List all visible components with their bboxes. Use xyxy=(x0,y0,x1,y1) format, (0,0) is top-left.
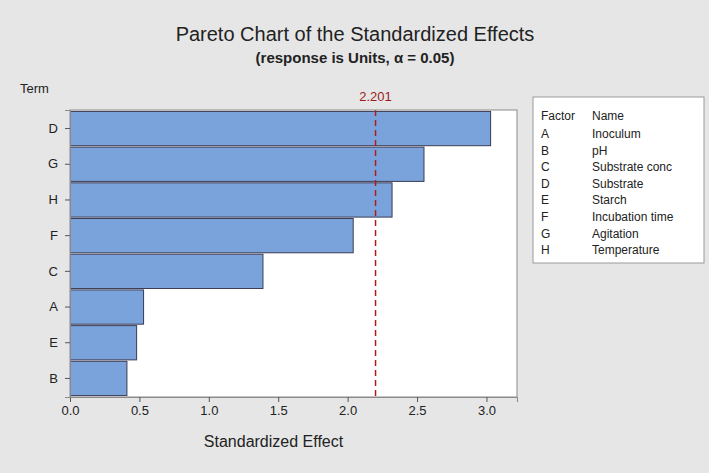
x-tick-label: 2.0 xyxy=(339,403,357,418)
factor-table-cell: B xyxy=(541,144,549,158)
factor-table: Factor Name A Inoculum BpH C Substrate conc D Su… xyxy=(533,97,704,263)
factor-table-cell: F xyxy=(541,210,548,224)
bar xyxy=(70,219,353,253)
reference-label: 2.201 xyxy=(359,89,392,104)
reference-line xyxy=(375,110,377,397)
factor-table-cell: Starch xyxy=(592,193,627,207)
y-tick-mark xyxy=(65,271,70,272)
y-tick: F xyxy=(50,228,70,243)
x-tick-label: 2.5 xyxy=(409,403,427,418)
plot-frame xyxy=(70,110,517,397)
bar xyxy=(70,290,144,324)
bar xyxy=(70,326,137,360)
y-tick-label: G xyxy=(48,156,58,171)
x-tick-mark xyxy=(209,397,210,402)
x-tick-mark xyxy=(139,397,140,402)
y-tick-label: E xyxy=(49,335,58,350)
marks xyxy=(70,110,491,397)
factor-table-cell: H xyxy=(541,243,550,257)
factor-table-cell: A xyxy=(541,127,549,141)
bar xyxy=(70,111,491,145)
x-tick: 3.0 xyxy=(478,397,496,418)
x-tick: 0.5 xyxy=(131,397,149,418)
bar xyxy=(70,361,127,395)
factor-table-box xyxy=(533,97,704,263)
y-tick: E xyxy=(49,335,70,350)
factor-table-cell: Incubation time xyxy=(592,210,674,224)
x-tick-label: 0.0 xyxy=(61,403,79,418)
factor-table-cell: Agitation xyxy=(592,227,639,241)
x-tick-mark xyxy=(486,397,487,402)
x-tick: 2.5 xyxy=(409,397,427,418)
y-tick-mark xyxy=(65,164,70,165)
factor-table-header: Name xyxy=(592,109,624,123)
factor-table-cell: D xyxy=(541,177,550,191)
y-tick-mark xyxy=(65,307,70,308)
factor-table-cell: E xyxy=(541,193,549,207)
y-tick: C xyxy=(49,264,70,279)
y-tick-label: C xyxy=(49,264,58,279)
factor-table-cell: Substrate xyxy=(592,177,644,191)
y-tick-mark xyxy=(65,342,70,343)
factor-table-cell: Substrate conc xyxy=(592,160,672,174)
background xyxy=(0,0,709,473)
factor-table-header: Factor xyxy=(541,109,575,123)
x-tick: 1.0 xyxy=(200,397,218,418)
x-tick-mark xyxy=(348,397,349,402)
x-tick-label: 1.5 xyxy=(270,403,288,418)
y-axis: D G H F C A E B xyxy=(48,111,71,398)
x-tick-label: 0.5 xyxy=(131,403,149,418)
factor-table-cell: Temperature xyxy=(592,243,660,257)
x-tick-mark xyxy=(417,397,418,402)
factor-table-cell: Inoculum xyxy=(592,127,641,141)
y-tick-mark xyxy=(65,235,70,236)
y-tick-label: B xyxy=(49,371,58,386)
x-axis-line xyxy=(71,398,518,403)
y-tick: G xyxy=(48,156,70,171)
factor-table-cell: C xyxy=(541,160,550,174)
y-tick: A xyxy=(49,299,70,314)
factor-table-cell: pH xyxy=(592,144,607,158)
x-axis: 0.0 0.5 1.0 1.5 2.0 2.5 3.0 xyxy=(61,397,517,418)
bar xyxy=(70,254,263,288)
y-tick-mark xyxy=(65,128,70,129)
y-tick: B xyxy=(49,371,70,386)
y-axis-line xyxy=(65,111,71,398)
y-tick: D xyxy=(49,121,70,136)
y-tick-label: A xyxy=(49,299,58,314)
subtitle: (response is Units, α = 0.05) xyxy=(256,49,455,66)
bar xyxy=(70,147,424,181)
x-axis-title: Standardized Effect xyxy=(204,433,344,450)
x-tick-label: 3.0 xyxy=(478,403,496,418)
x-tick-mark xyxy=(278,397,279,402)
y-tick-mark xyxy=(65,199,70,200)
x-tick-label: 1.0 xyxy=(200,403,218,418)
title: Pareto Chart of the Standardized Effects xyxy=(176,23,535,45)
chart: Pareto Chart of the Standardized Effects… xyxy=(0,0,709,473)
factor-table-cell: G xyxy=(541,227,550,241)
x-tick: 2.0 xyxy=(339,397,357,418)
y-tick-mark xyxy=(65,378,70,379)
y-tick-label: H xyxy=(49,192,58,207)
x-tick: 0.0 xyxy=(61,397,79,418)
y-axis-title: Term xyxy=(20,81,49,96)
y-tick: H xyxy=(49,192,70,207)
x-tick: 1.5 xyxy=(270,397,288,418)
y-tick-label: F xyxy=(50,228,58,243)
y-tick-label: D xyxy=(49,121,58,136)
bar xyxy=(70,183,392,217)
plot-area xyxy=(70,110,517,397)
